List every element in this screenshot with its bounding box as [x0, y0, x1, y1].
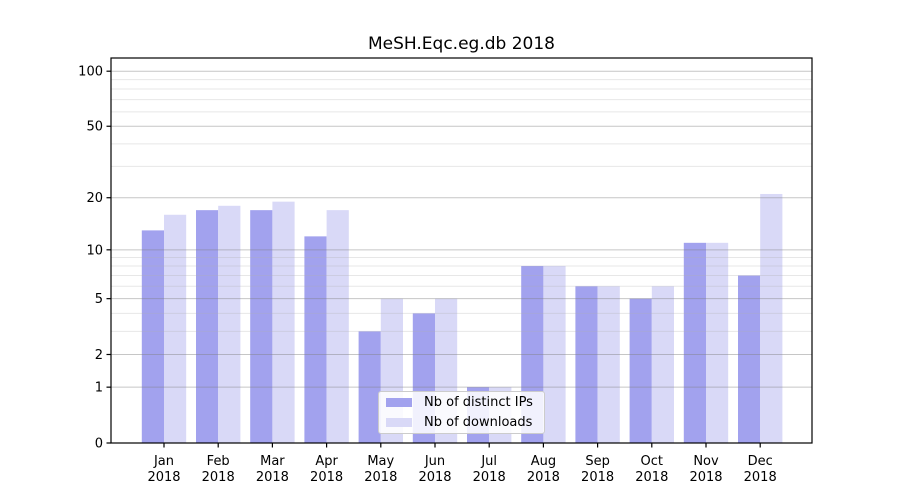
y-tick-label-5: 5 [95, 292, 103, 307]
legend-row-downloads: Nb of downloads [386, 413, 544, 431]
ips-swatch-icon [386, 398, 412, 408]
x-tick-label-month-sep: Sep [585, 454, 610, 469]
bar-ips-apr [304, 236, 327, 443]
y-tick-label-2: 2 [95, 348, 103, 363]
bar-downloads-apr [326, 210, 349, 443]
x-tick-label-year-aug: 2018 [527, 470, 560, 485]
x-tick-label-year-jan: 2018 [147, 470, 180, 485]
x-tick-label-month-mar: Mar [260, 454, 285, 469]
x-tick-label-year-apr: 2018 [310, 470, 343, 485]
x-tick-label-month-may: May [367, 454, 394, 469]
bar-downloads-jan [164, 214, 187, 443]
x-tick-label-month-feb: Feb [207, 454, 230, 469]
bar-ips-oct [629, 298, 652, 443]
y-tick-label-50: 50 [86, 120, 103, 135]
legend-label-downloads: Nb of downloads [424, 414, 533, 430]
y-tick-label-100: 100 [78, 65, 103, 80]
x-tick-label-year-feb: 2018 [202, 470, 235, 485]
x-tick-label-month-nov: Nov [693, 454, 719, 469]
bar-ips-nov [683, 242, 706, 443]
x-tick-label-month-aug: Aug [531, 454, 556, 469]
y-tick-label-0: 0 [95, 437, 103, 452]
x-tick-label-month-apr: Apr [315, 454, 338, 469]
x-tick-label-year-may: 2018 [364, 470, 397, 485]
x-tick-label-year-nov: 2018 [689, 470, 722, 485]
x-tick-label-month-oct: Oct [641, 454, 663, 469]
x-tick-label-year-oct: 2018 [635, 470, 668, 485]
x-tick-label-year-jul: 2018 [473, 470, 506, 485]
bar-downloads-nov [706, 242, 729, 443]
bar-ips-mar [250, 210, 273, 443]
x-tick-label-month-jul: Jul [480, 454, 497, 469]
x-tick-label-year-mar: 2018 [256, 470, 289, 485]
bar-ips-may [358, 331, 381, 443]
bar-downloads-sep [597, 286, 620, 443]
bar-downloads-oct [651, 286, 674, 443]
x-tick-label-month-dec: Dec [748, 454, 773, 469]
y-tick-label-1: 1 [95, 381, 103, 396]
bar-downloads-aug [543, 265, 566, 443]
legend-row-ips: Nb of distinct IPs [386, 394, 544, 412]
x-tick-label-year-dec: 2018 [744, 470, 777, 485]
x-tick-label-year-sep: 2018 [581, 470, 614, 485]
chart-title: MeSH.Eqc.eg.db 2018 [368, 34, 555, 54]
bar-ips-jan [141, 230, 164, 443]
legend-label-ips: Nb of distinct IPs [424, 395, 533, 411]
y-tick-label-10: 10 [86, 243, 103, 258]
legend: Nb of distinct IPs Nb of downloads [378, 391, 545, 434]
plot-area-border [110, 57, 813, 444]
bar-downloads-feb [218, 205, 241, 443]
x-tick-label-year-jun: 2018 [418, 470, 451, 485]
bar-ips-sep [575, 286, 598, 443]
bar-downloads-mar [272, 201, 295, 443]
bar-ips-dec [738, 275, 761, 443]
bar-ips-feb [196, 210, 219, 443]
downloads-swatch-icon [386, 417, 412, 427]
x-tick-label-month-jun: Jun [424, 454, 445, 469]
x-tick-label-month-jan: Jan [153, 454, 174, 469]
y-tick-label-20: 20 [86, 191, 103, 206]
bar-downloads-dec [760, 193, 783, 443]
